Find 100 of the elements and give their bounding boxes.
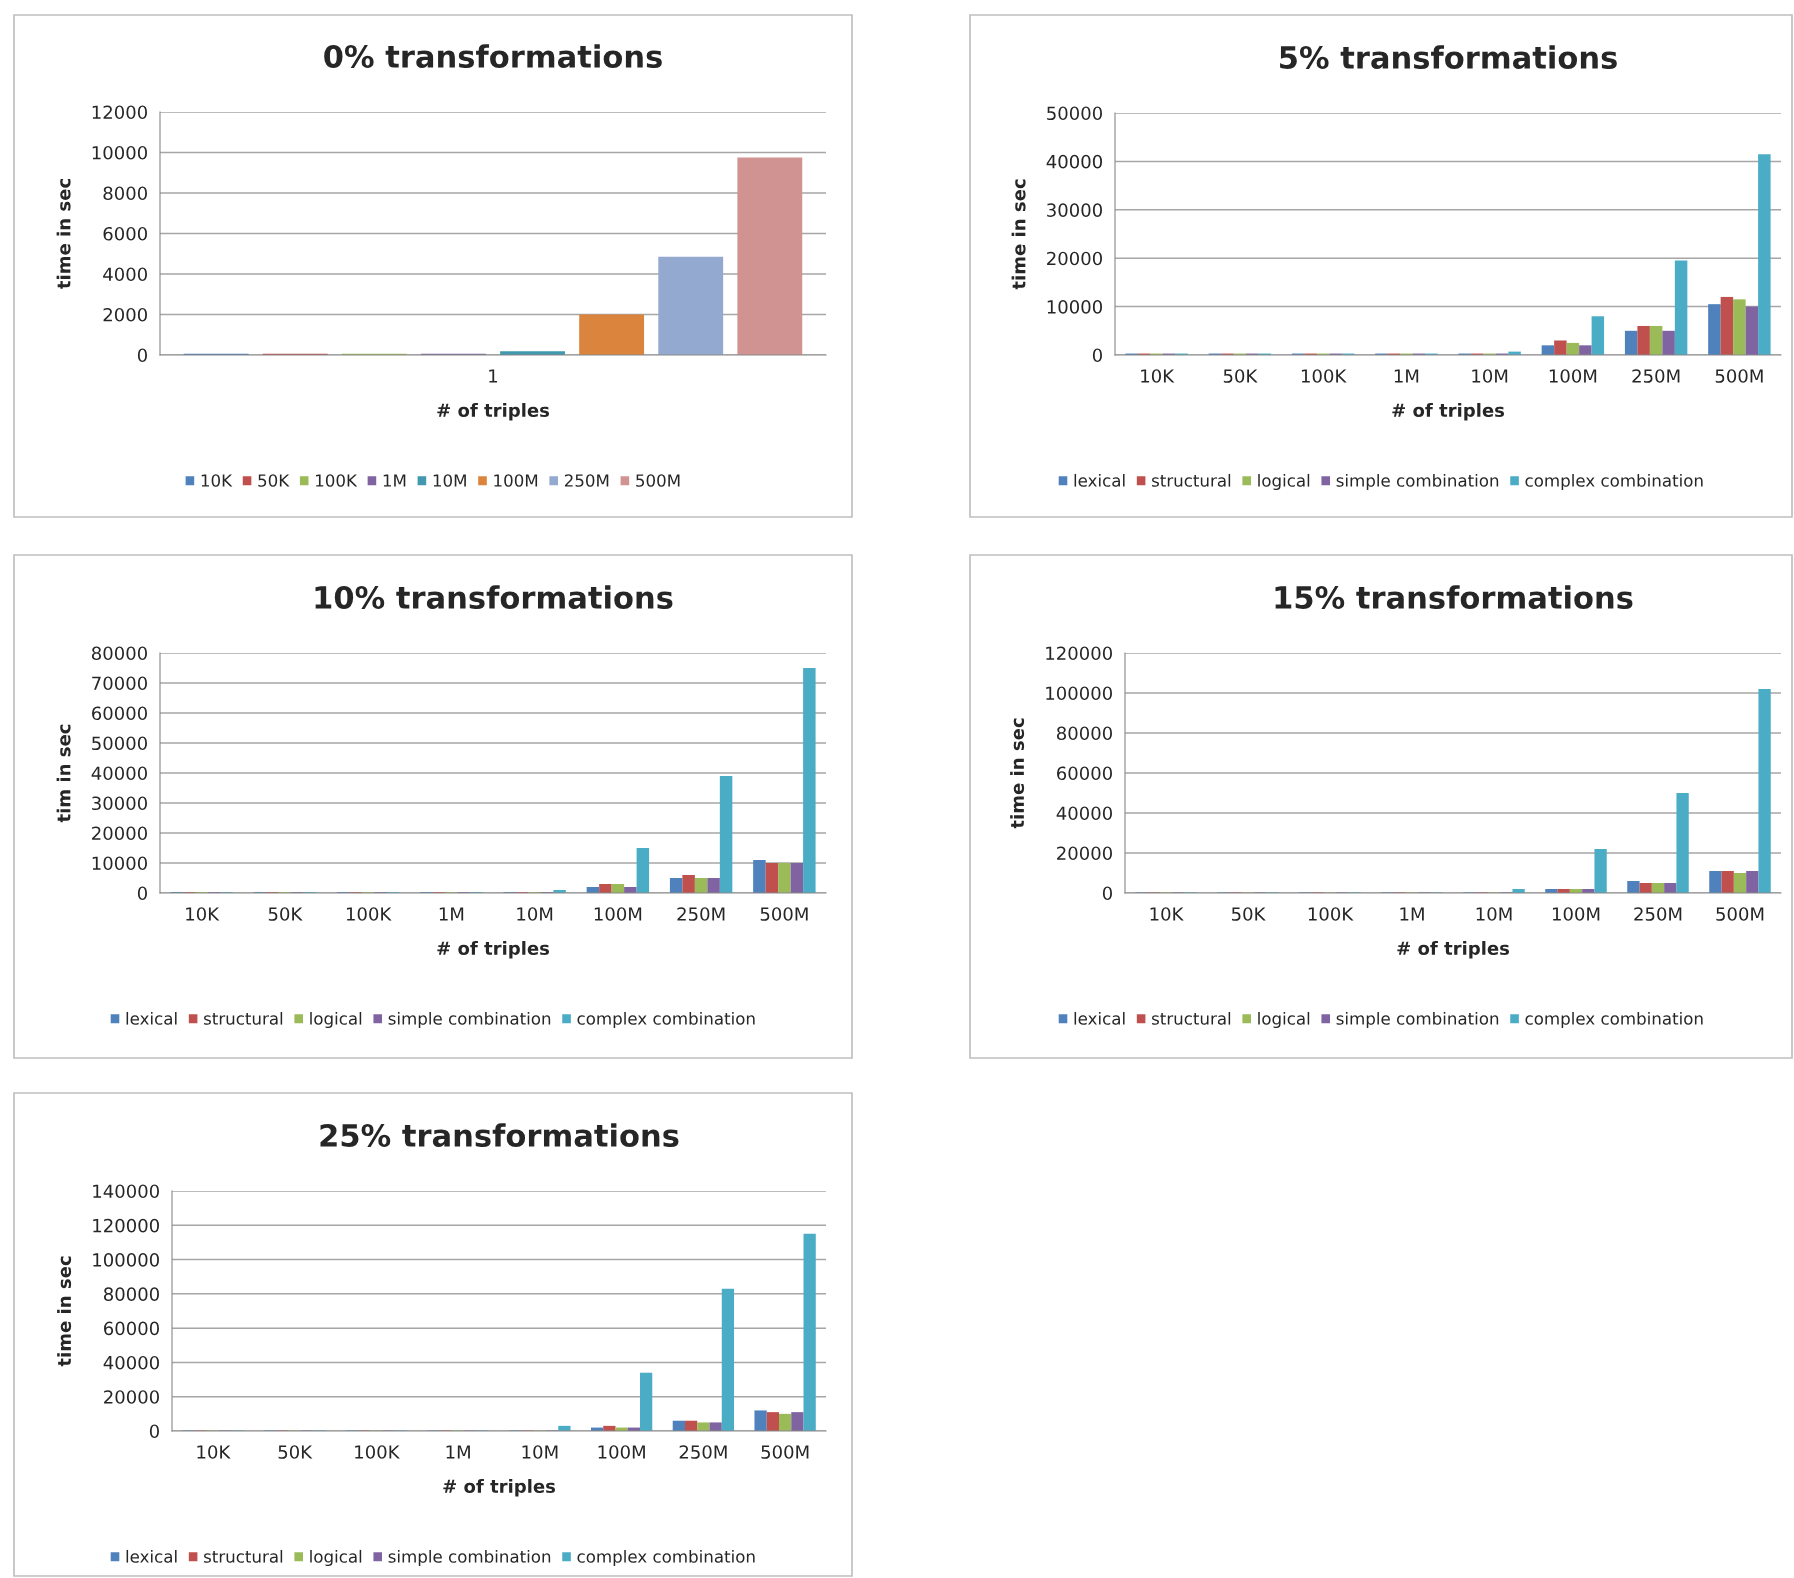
y-tick-label: 4000 — [103, 267, 147, 282]
y-tick-label: 10000 — [1047, 300, 1102, 314]
y-axis-title: tim in sec — [56, 724, 71, 823]
legend-label: complex combination — [577, 1011, 755, 1029]
legend-label: logical — [310, 1011, 362, 1029]
legend-label: structural — [204, 1549, 283, 1563]
chart-title: 10% transformations — [315, 585, 673, 609]
x-tick-label: 100M — [1549, 369, 1597, 383]
legend-label: structural — [1152, 473, 1231, 487]
x-tick-label: 50K — [268, 907, 303, 921]
x-tick-label: 100K — [1301, 369, 1347, 383]
legend-label: simple combination — [388, 1549, 551, 1567]
legend-label: lexical — [1074, 1011, 1125, 1025]
x-tick-label: 250M — [679, 1445, 727, 1459]
chart-title: 5% transformations — [1280, 45, 1617, 69]
legend-label: logical — [1258, 473, 1310, 491]
y-tick-label: 0 — [137, 348, 147, 363]
y-tick-label: 100000 — [1046, 686, 1112, 701]
chart-title: 0% transformations — [324, 44, 662, 68]
x-tick-label: 100M — [598, 1445, 645, 1459]
y-tick-label: 10000 — [92, 145, 147, 160]
y-axis-title: time in sec — [1010, 718, 1025, 829]
y-tick-label: 40000 — [91, 766, 147, 781]
legend-label: 100M — [494, 474, 538, 487]
y-tick-label: 30000 — [92, 796, 147, 811]
legend-label: lexical — [1074, 473, 1125, 487]
y-tick-label: 40000 — [103, 1355, 159, 1370]
y-tick-label: 50000 — [1047, 106, 1102, 121]
x-axis-title: # of triples — [443, 1479, 556, 1497]
y-tick-label: 120000 — [1046, 646, 1112, 661]
chart-title: 15% transformations — [1275, 585, 1633, 609]
legend-label: complex combination — [1525, 1011, 1703, 1029]
y-tick-label: 10000 — [92, 856, 147, 871]
legend-label: structural — [204, 1011, 283, 1025]
y-tick-label: 6000 — [103, 226, 147, 241]
legend-label: 50K — [258, 474, 290, 487]
y-axis-title: time in sec — [56, 179, 71, 289]
y-tick-label: 20000 — [1047, 251, 1102, 266]
x-tick-label: 500M — [1715, 369, 1763, 383]
x-tick-label: 250M — [1632, 369, 1680, 383]
x-tick-label: 500M — [760, 907, 808, 921]
legend-label: lexical — [126, 1549, 177, 1563]
chart-title: 25% transformations — [320, 1123, 679, 1147]
y-tick-label: 70000 — [92, 676, 147, 691]
x-axis-title: # of triples — [437, 941, 550, 959]
y-tick-label: 30000 — [1047, 203, 1102, 217]
x-tick-label: 1M — [439, 907, 464, 921]
x-axis-title: # of triples — [1392, 403, 1505, 421]
x-tick-label: 100K — [1308, 907, 1354, 921]
x-tick-label: 10M — [517, 907, 553, 921]
x-tick-label: 10K — [186, 907, 220, 921]
y-tick-label: 60000 — [92, 706, 147, 721]
x-tick-label: 500M — [1716, 907, 1764, 921]
x-tick-label: 10M — [1472, 369, 1508, 383]
x-tick-label: 10K — [1150, 907, 1184, 921]
y-tick-label: 20000 — [104, 1390, 159, 1404]
y-tick-label: 50000 — [92, 736, 147, 751]
x-tick-label: 1 — [489, 369, 498, 383]
legend-label: 10K — [201, 474, 233, 487]
legend-label: simple combination — [388, 1011, 551, 1029]
y-tick-label: 40000 — [1046, 154, 1102, 169]
x-tick-label: 1M — [446, 1445, 470, 1459]
x-tick-label: 10K — [1141, 369, 1175, 383]
legend-label: logical — [310, 1549, 362, 1567]
x-tick-label: 50K — [1223, 369, 1258, 383]
y-tick-label: 0 — [1092, 348, 1102, 363]
legend-label: simple combination — [1336, 1011, 1499, 1029]
y-tick-label: 80000 — [91, 646, 147, 661]
legend-label: 1M — [383, 474, 406, 487]
y-tick-label: 12000 — [92, 105, 147, 120]
legend-label: logical — [1258, 1011, 1310, 1029]
y-tick-label: 40000 — [1056, 806, 1112, 821]
y-tick-label: 140000 — [93, 1184, 159, 1199]
x-tick-label: 1M — [1394, 369, 1419, 383]
x-tick-label: 100M — [594, 907, 642, 921]
legend-label: 500M — [636, 474, 680, 487]
y-tick-label: 80000 — [103, 1287, 159, 1301]
legend-label: structural — [1152, 1011, 1231, 1025]
y-tick-label: 60000 — [1057, 766, 1112, 781]
y-axis-title: time in sec — [57, 1256, 72, 1367]
x-tick-label: 10K — [197, 1445, 231, 1459]
y-tick-label: 60000 — [104, 1321, 159, 1336]
x-tick-label: 1M — [1400, 907, 1424, 921]
x-tick-label: 100K — [355, 1445, 400, 1459]
x-tick-label: 100K — [346, 907, 392, 921]
legend-label: 100K — [316, 474, 358, 487]
legend-label: lexical — [126, 1011, 177, 1025]
legend-label: simple combination — [1336, 473, 1499, 491]
y-tick-label: 100000 — [93, 1253, 159, 1267]
y-tick-label: 20000 — [92, 826, 147, 841]
legend-label: complex combination — [577, 1549, 755, 1567]
y-tick-label: 0 — [137, 886, 147, 901]
y-tick-label: 0 — [149, 1424, 159, 1439]
x-tick-label: 50K — [278, 1445, 313, 1459]
legend-label: 250M — [564, 474, 609, 487]
x-tick-label: 10M — [522, 1445, 558, 1459]
x-tick-label: 50K — [1231, 907, 1266, 921]
y-tick-label: 120000 — [93, 1218, 159, 1233]
legend-label: 10M — [433, 474, 466, 487]
x-tick-label: 500M — [761, 1445, 809, 1459]
